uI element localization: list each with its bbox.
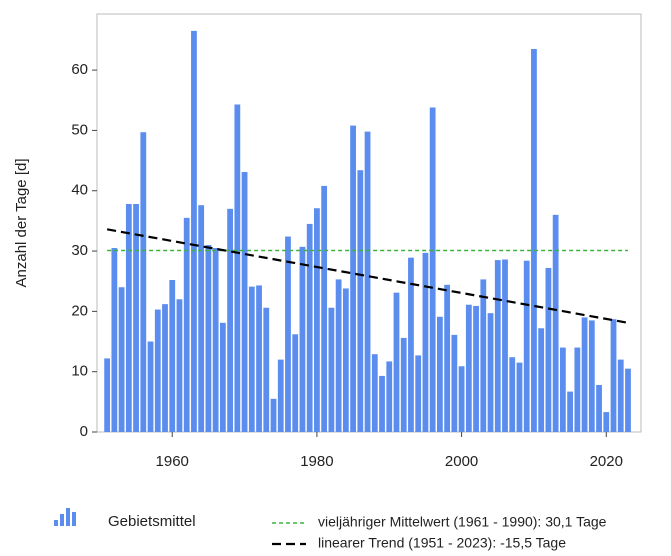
legend-label: linearer Trend (1951 - 2023): -15,5 Tage (318, 535, 566, 551)
bar (350, 125, 356, 432)
bar (379, 375, 385, 432)
bar (357, 170, 364, 432)
bar (147, 341, 154, 432)
bar (270, 398, 277, 432)
y-tick-label: 40 (71, 182, 88, 199)
y-tick-label: 60 (71, 61, 88, 78)
bar (617, 359, 624, 432)
legend-icon (54, 508, 76, 526)
bar (437, 316, 443, 432)
bar (342, 288, 349, 432)
bar (538, 328, 545, 432)
bar (227, 208, 233, 432)
bar (256, 285, 262, 432)
bar (465, 304, 472, 432)
bar (205, 245, 212, 432)
bar (248, 286, 255, 432)
bar (494, 260, 501, 432)
bar (386, 361, 393, 432)
bar (133, 204, 139, 432)
bar (473, 305, 479, 432)
bar (234, 104, 241, 432)
bar (523, 260, 530, 432)
bar (125, 204, 132, 432)
bar (567, 391, 573, 432)
bar (306, 223, 313, 432)
bar (429, 107, 436, 432)
bar (140, 132, 147, 432)
bar (480, 279, 487, 432)
bar (314, 208, 320, 432)
bar (487, 313, 494, 432)
bar (169, 280, 176, 432)
x-tick-label: 1980 (300, 453, 333, 470)
bar (176, 299, 183, 432)
bar (422, 252, 429, 432)
bar (328, 307, 335, 432)
y-tick-label: 20 (71, 302, 88, 319)
bar (451, 334, 458, 432)
bar (458, 366, 465, 432)
bar (154, 309, 161, 432)
bar (444, 284, 451, 432)
bar (625, 368, 631, 432)
bar (502, 259, 508, 432)
bar (162, 304, 168, 432)
y-tick-label: 30 (71, 242, 88, 259)
bar (408, 257, 414, 432)
y-axis-label: Anzahl der Tage [d] (13, 159, 30, 288)
bar (183, 217, 190, 432)
y-tick-label: 0 (80, 423, 88, 440)
bar (321, 185, 328, 432)
x-tick-label: 1960 (156, 453, 189, 470)
bar (552, 214, 559, 432)
bar (299, 246, 306, 432)
bar (111, 248, 118, 432)
bar (574, 347, 581, 432)
bar (588, 320, 595, 432)
legend-label: Gebietsmittel (108, 513, 196, 530)
bar (212, 248, 219, 432)
bar (581, 317, 588, 432)
bar (292, 334, 299, 432)
bar (559, 347, 566, 432)
bar (610, 319, 617, 432)
bar (104, 358, 111, 432)
bar (241, 172, 248, 433)
bar (531, 48, 537, 432)
bar (285, 236, 291, 432)
bar (371, 354, 378, 432)
bar (335, 279, 342, 432)
bar (263, 307, 270, 432)
bar (219, 322, 226, 432)
bar (118, 287, 125, 432)
bar (415, 355, 422, 432)
bar (191, 30, 197, 433)
y-tick-label: 50 (71, 121, 88, 138)
legend-label: vieljähriger Mittelwert (1961 - 1990): 3… (318, 514, 607, 530)
trend-line (106, 228, 629, 324)
bar (393, 292, 400, 432)
x-tick-label: 2020 (590, 453, 623, 470)
bar (198, 205, 205, 432)
y-tick-label: 10 (71, 363, 88, 380)
bar (603, 412, 610, 432)
bar (400, 337, 407, 432)
bar (516, 362, 523, 432)
bar (277, 359, 284, 432)
x-tick-label: 2000 (445, 453, 478, 470)
bar (509, 357, 516, 432)
bar (545, 267, 552, 432)
bar (364, 131, 371, 432)
bar (596, 384, 602, 432)
